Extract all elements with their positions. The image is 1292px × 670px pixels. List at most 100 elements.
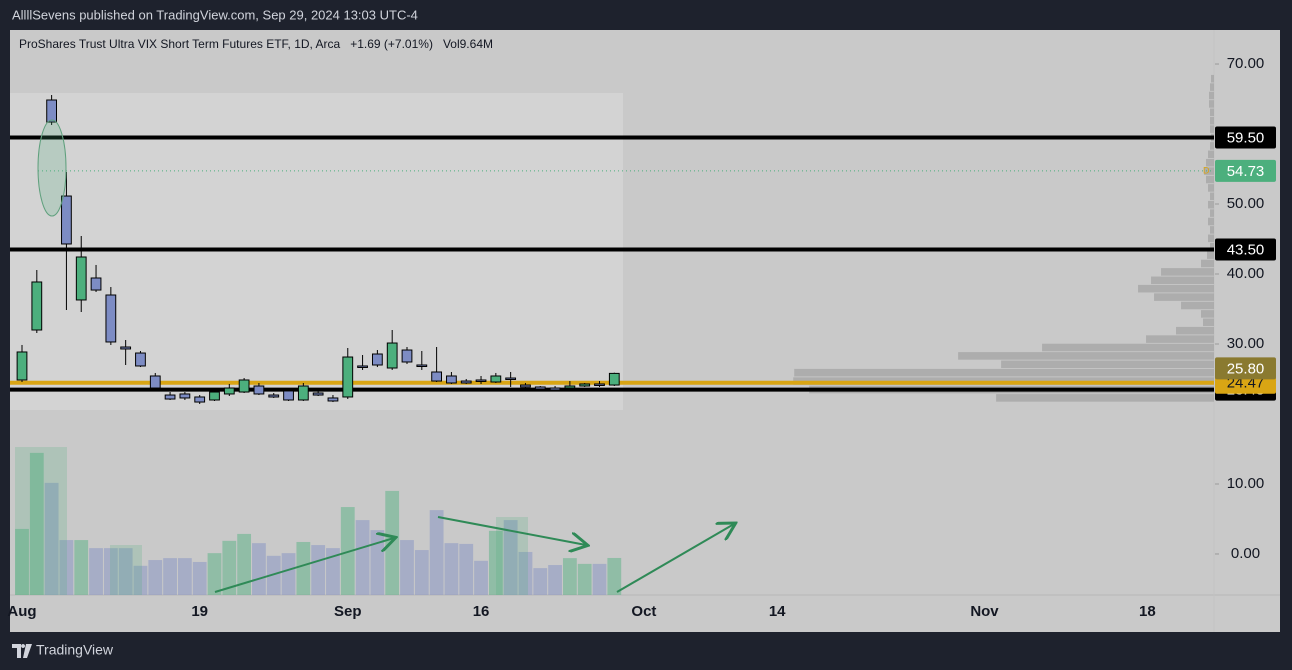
volume-bar	[59, 540, 74, 595]
y-tick-label: 0.00	[1231, 545, 1260, 562]
volume-bar	[459, 543, 474, 595]
candle-body	[179, 393, 191, 399]
level-label-bg	[1215, 159, 1276, 182]
profile-bar	[1042, 343, 1214, 352]
candle-body	[31, 281, 43, 331]
y-tick-label: 30.00	[1227, 335, 1265, 352]
volume-bar	[237, 533, 252, 595]
profile-bar	[1208, 200, 1214, 209]
profile-bar	[1206, 175, 1214, 184]
volume-bar	[400, 540, 414, 595]
candle-body	[268, 394, 280, 398]
volume-legend: Vol9.64M	[443, 37, 493, 51]
profile-bar	[1209, 91, 1214, 100]
volume-bar	[503, 520, 518, 595]
profile-bar	[1210, 108, 1214, 117]
level-label-bg	[1215, 238, 1276, 261]
volume-bar	[326, 548, 340, 595]
candle-body	[164, 394, 176, 400]
profile-bar	[996, 394, 1214, 402]
candle-body	[386, 342, 398, 369]
level-label: 54.73	[1227, 163, 1265, 180]
candle-body	[297, 385, 309, 401]
volume-bar	[118, 548, 133, 595]
candle-body	[253, 385, 265, 395]
candle-body	[564, 385, 576, 389]
volume-bar	[103, 548, 118, 595]
candle-body	[61, 195, 72, 245]
volume-bar	[29, 452, 44, 595]
volume-bar	[355, 520, 370, 595]
profile-bar	[1201, 310, 1214, 318]
level-label: 59.50	[1227, 129, 1265, 146]
volume-bar	[562, 558, 577, 595]
profile-bar	[1209, 100, 1214, 108]
x-tick-label: 19	[191, 603, 208, 620]
profile-bar	[1210, 226, 1214, 234]
profile-bar	[1201, 259, 1214, 268]
brand-logo	[12, 644, 32, 658]
volume-bar	[133, 565, 148, 595]
trend-arrow	[616, 524, 734, 593]
profile-bar	[1204, 167, 1214, 175]
candle-body	[371, 353, 383, 366]
candle-body	[312, 392, 324, 396]
profile-bar	[1161, 268, 1214, 276]
candle-body	[223, 387, 235, 395]
profile-bar	[1210, 192, 1214, 201]
candle-body	[579, 383, 591, 387]
candle-body	[209, 391, 220, 401]
candle-body	[90, 277, 102, 291]
volume-bar	[518, 551, 533, 595]
candle-body	[283, 390, 294, 401]
candle-body	[549, 387, 561, 391]
x-tick-label: Aug	[7, 603, 36, 620]
candle-body	[460, 380, 472, 384]
profile-bar	[1208, 217, 1214, 226]
profile-bar	[1210, 125, 1214, 133]
volume-bar	[89, 548, 103, 595]
candle-body	[431, 371, 442, 382]
change: +1.69 (+7.01%)	[350, 37, 433, 51]
candle-body	[46, 99, 58, 123]
candle-body	[194, 396, 206, 403]
profile-bar	[1001, 360, 1214, 369]
volume-bar	[148, 560, 163, 595]
profile-bar	[1211, 74, 1214, 83]
y-tick-label: 70.00	[1227, 55, 1265, 72]
volume-bar	[533, 568, 548, 595]
candle-body	[401, 349, 413, 363]
profile-bar	[1207, 251, 1214, 259]
volume-bar	[385, 490, 400, 595]
volume-bar	[192, 561, 207, 595]
volume-bar	[207, 553, 222, 595]
profile-bar	[1203, 318, 1214, 327]
volume-bar	[281, 553, 296, 595]
volume-bar	[177, 558, 192, 595]
volume-highlight	[15, 447, 67, 595]
trend-arrow	[214, 538, 394, 593]
x-tick-label: 18	[1139, 603, 1156, 620]
volume-bar	[311, 545, 326, 595]
x-tick-label: Sep	[334, 603, 362, 620]
candle-body	[416, 364, 428, 367]
x-tick-label: 14	[769, 603, 786, 620]
volume-bar	[74, 540, 89, 595]
profile-bar	[1208, 184, 1214, 192]
profile-bar	[1151, 276, 1214, 285]
profile-bar	[794, 368, 1214, 377]
candle-body	[505, 377, 517, 381]
profile-bar	[1210, 142, 1214, 150]
volume-bar	[163, 558, 177, 595]
footer	[0, 632, 1292, 670]
candle-body	[342, 356, 354, 398]
candle-body	[446, 375, 457, 384]
y-tick-label: 40.00	[1227, 265, 1265, 282]
profile-bar	[1208, 234, 1214, 243]
volume-bar	[44, 482, 59, 595]
candle-body	[608, 372, 620, 386]
volume-bar	[592, 563, 607, 595]
profile-bar	[1146, 335, 1214, 343]
volume-bar	[444, 543, 459, 595]
level-label-bg	[1215, 126, 1276, 149]
